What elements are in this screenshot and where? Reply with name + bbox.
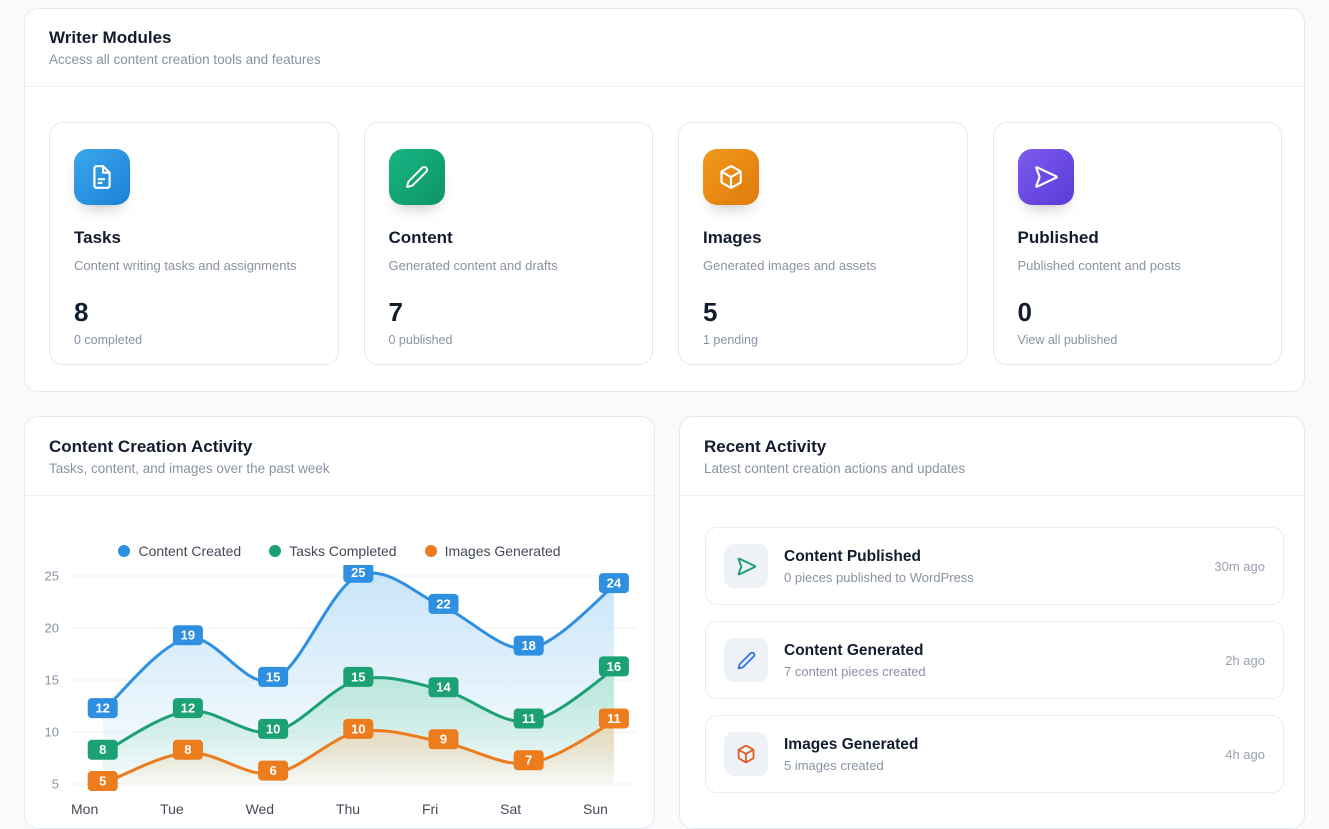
svg-text:24: 24 [607,576,622,591]
svg-text:9: 9 [440,732,447,747]
svg-text:25: 25 [351,565,365,580]
svg-text:5: 5 [99,773,106,788]
svg-text:8: 8 [99,742,106,757]
svg-text:25: 25 [45,569,59,584]
svg-text:22: 22 [436,596,450,611]
svg-text:10: 10 [266,721,280,736]
svg-text:19: 19 [181,628,195,643]
svg-text:15: 15 [351,669,365,684]
svg-text:6: 6 [269,763,276,778]
svg-text:10: 10 [351,721,365,736]
svg-text:7: 7 [525,753,532,768]
svg-text:10: 10 [45,725,59,740]
svg-text:18: 18 [521,638,535,653]
svg-text:8: 8 [184,742,191,757]
svg-text:11: 11 [522,711,536,726]
svg-text:15: 15 [45,673,59,688]
svg-text:5: 5 [52,777,59,792]
svg-text:15: 15 [266,669,280,684]
svg-text:16: 16 [607,659,621,674]
svg-text:12: 12 [181,701,195,716]
svg-text:20: 20 [45,621,59,636]
svg-text:14: 14 [436,680,451,695]
svg-text:11: 11 [607,711,621,726]
svg-text:12: 12 [95,701,109,716]
